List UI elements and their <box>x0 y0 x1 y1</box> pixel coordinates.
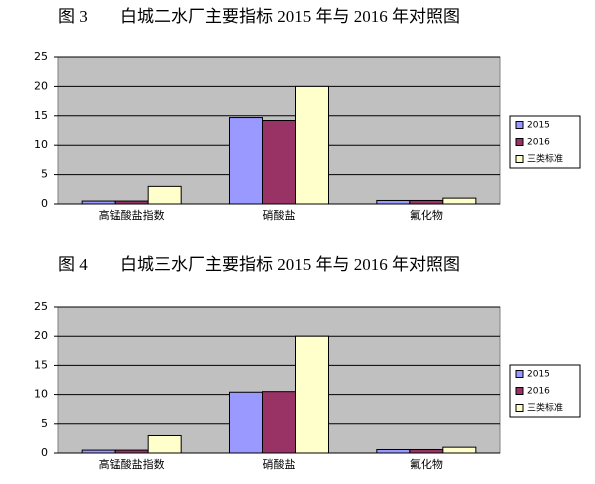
legend-label: 2016 <box>527 387 550 397</box>
chart: 图 4 白城三水厂主要指标 2015 年与 2016 年对照图 0 5 10 15 20 25… <box>34 255 581 471</box>
chart-title: 白城三水厂主要指标 2015 年与 2016 年对照图 <box>120 255 460 274</box>
y-tick-label: 15 <box>34 358 48 371</box>
y-tick-label: 0 <box>41 197 48 210</box>
legend-label: 三类标准 <box>527 153 563 165</box>
y-tick-label: 25 <box>34 50 48 63</box>
legend-swatch <box>515 404 524 412</box>
legend-swatch <box>515 121 524 129</box>
bar <box>295 85 329 205</box>
legend-label: 三类标准 <box>527 402 563 414</box>
figure-label: 图 4 <box>58 255 88 274</box>
bar <box>229 117 263 205</box>
legend-label: 2015 <box>527 370 550 380</box>
y-tick-label: 10 <box>34 138 48 151</box>
x-tick-label: 硝酸盐 <box>263 208 296 222</box>
y-tick-label: 5 <box>41 417 48 430</box>
bar <box>262 120 296 205</box>
chart: 图 3 白城二水厂主要指标 2015 年与 2016 年对照图 0 5 10 15 20 25… <box>34 7 581 222</box>
x-tick-label: 高锰酸盐指数 <box>99 208 165 222</box>
x-tick-label: 氟化物 <box>410 457 443 471</box>
bar <box>376 448 411 454</box>
bar <box>409 448 444 454</box>
x-tick-label: 硝酸盐 <box>263 457 296 471</box>
x-tick-label: 高锰酸盐指数 <box>99 457 165 471</box>
y-tick-label: 20 <box>34 79 48 92</box>
y-tick-label: 5 <box>41 168 48 181</box>
chart-title: 白城二水厂主要指标 2015 年与 2016 年对照图 <box>120 7 460 26</box>
bar <box>409 199 444 205</box>
legend-swatch <box>515 387 524 395</box>
x-tick-label: 氟化物 <box>410 208 443 222</box>
bar <box>442 446 477 454</box>
bar <box>295 335 329 454</box>
legend-swatch <box>515 370 524 378</box>
y-tick-label: 15 <box>34 109 48 122</box>
bar <box>147 185 182 205</box>
y-tick-label: 0 <box>41 446 48 459</box>
bar <box>229 391 263 454</box>
legend-label: 2016 <box>527 138 550 148</box>
bar <box>262 391 296 454</box>
y-tick-label: 20 <box>34 329 48 342</box>
y-tick-label: 25 <box>34 300 48 313</box>
legend-swatch <box>515 138 524 146</box>
bar <box>442 197 477 205</box>
bar <box>147 434 182 454</box>
figure-label: 图 3 <box>58 7 88 26</box>
y-tick-label: 10 <box>34 388 48 401</box>
legend-label: 2015 <box>527 121 550 131</box>
bar <box>376 199 411 205</box>
legend-swatch <box>515 155 524 163</box>
